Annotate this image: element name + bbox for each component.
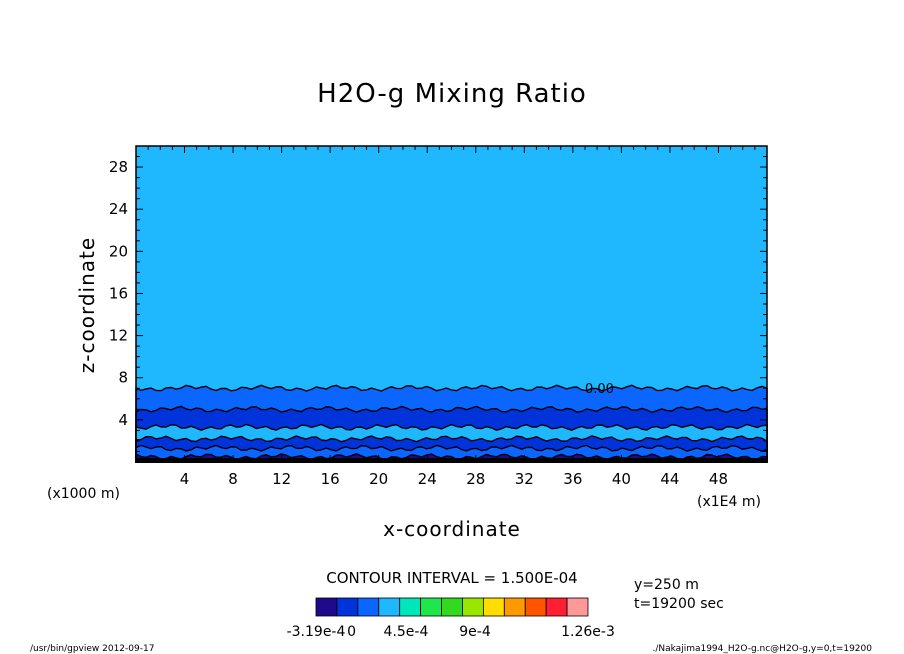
colorbar-swatch: [357, 597, 380, 617]
info-t: t=19200 sec: [634, 596, 724, 612]
chart-title: H2O-g Mixing Ratio: [317, 79, 587, 109]
colorbar-label: 1.26e-3: [561, 624, 615, 640]
contour-label: 0.00: [585, 382, 614, 397]
colorbar-swatch: [399, 597, 422, 617]
footer-right: ./Nakajima1994_H2O-g.nc@H2O-g,y=0,t=1920…: [652, 644, 872, 654]
colorbar: -3.19e-4 0 4.5e-4 9e-4 1.26e-3: [287, 597, 615, 640]
x-tick-label: 8: [228, 470, 238, 488]
y-tick-label: 28: [109, 158, 128, 176]
info-y: y=250 m: [634, 577, 699, 593]
colorbar-label: -3.19e-4: [287, 624, 346, 640]
y-tick-label: 12: [109, 327, 128, 345]
colorbar-label: 4.5e-4: [384, 624, 429, 640]
y-tick-label: 20: [109, 242, 128, 260]
y-tick-label: 4: [118, 411, 128, 429]
x-tick-label: 12: [272, 470, 291, 488]
x-axis-label: x-coordinate: [383, 517, 521, 541]
plot-area: [135, 145, 768, 463]
colorbar-swatch: [420, 597, 442, 617]
colorbar-swatch: [482, 597, 505, 617]
colorbar-swatch: [336, 597, 359, 617]
y-axis-label: z-coordinate: [75, 237, 99, 373]
colorbar-label: 9e-4: [459, 624, 491, 640]
x-tick-label: 28: [466, 470, 485, 488]
colorbar-swatch: [566, 597, 589, 617]
colorbar-swatch: [315, 597, 338, 617]
x-tick-label: 24: [418, 470, 437, 488]
x-unit-note: (x1E4 m): [697, 494, 761, 510]
x-tick-label: 40: [612, 470, 631, 488]
x-tick-label: 48: [709, 470, 728, 488]
x-tick-label: 16: [321, 470, 340, 488]
x-tick-label: 4: [180, 470, 190, 488]
x-axis: 4 8 12 16 20 24 28 32 36 40 44 48: [147, 146, 756, 488]
colorbar-swatch: [503, 597, 526, 617]
y-tick-label: 24: [109, 200, 128, 218]
colorbar-swatch: [524, 597, 547, 617]
x-tick-label: 32: [515, 470, 534, 488]
contour-interval: CONTOUR INTERVAL = 1.500E-04: [326, 569, 577, 587]
colorbar-swatch: [378, 597, 401, 617]
y-unit-note: (x1000 m): [47, 486, 120, 502]
colorbar-swatch: [462, 597, 484, 617]
colorbar-swatch: [441, 597, 463, 617]
x-tick-label: 44: [660, 470, 679, 488]
x-tick-label: 20: [369, 470, 388, 488]
y-tick-label: 16: [109, 284, 128, 302]
y-axis: 4 8 12 16 20 24 28: [109, 156, 767, 452]
x-tick-label: 36: [563, 470, 582, 488]
colorbar-swatch: [545, 597, 568, 617]
colorbar-label: 0: [347, 624, 356, 640]
y-tick-label: 8: [118, 369, 128, 387]
footer-left: /usr/bin/gpview 2012-09-17: [30, 644, 154, 654]
